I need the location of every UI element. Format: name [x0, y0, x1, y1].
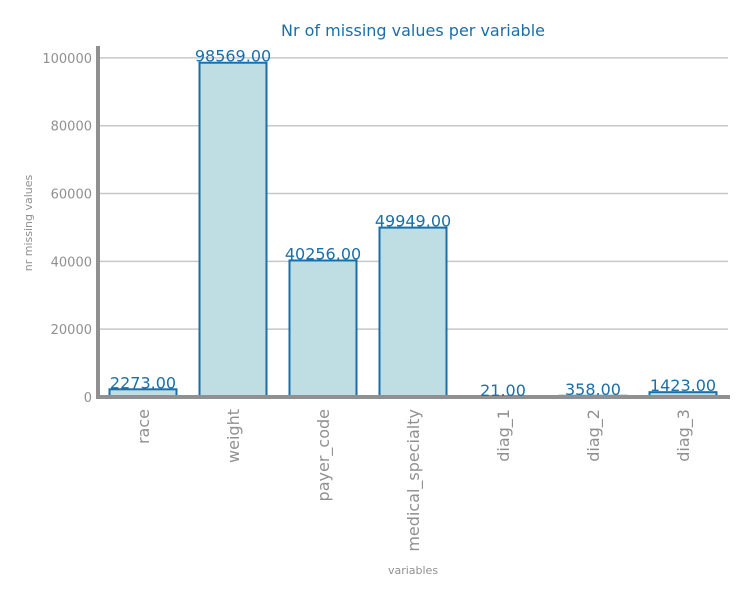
x-tick-label: diag_2	[584, 409, 604, 462]
y-tick-label: 20000	[51, 323, 92, 338]
data-label: 98569.00	[195, 47, 271, 66]
bar	[288, 259, 358, 398]
y-tick-label: 40000	[51, 255, 92, 270]
data-label: 40256.00	[285, 244, 361, 263]
x-tick-label: payer_code	[314, 409, 334, 501]
data-label: 49949.00	[375, 212, 451, 231]
bar	[378, 226, 448, 398]
x-tick-labels: race weight payer_code medical_specialty dia…	[134, 409, 694, 552]
y-tick-label: 100000	[42, 52, 92, 67]
x-tick-label: medical_specialty	[404, 409, 424, 552]
x-tick-label: diag_3	[674, 409, 694, 462]
chart-title: Nr of missing values per variable	[281, 21, 545, 40]
y-tick-label: 80000	[51, 120, 92, 135]
x-tick-label: weight	[224, 409, 243, 463]
data-label: 1423.00	[650, 376, 716, 395]
x-tick-label: diag_1	[494, 409, 514, 462]
axes	[96, 46, 730, 399]
x-axis-label: variables	[388, 564, 438, 577]
data-label: 358.00	[565, 380, 621, 399]
y-tick-label: 60000	[51, 188, 92, 203]
x-tick-label: race	[134, 409, 153, 444]
data-labels: 2273.00 98569.00 40256.00 49949.00 21.00 358.…	[110, 47, 716, 400]
bar	[198, 61, 268, 398]
y-tick-labels: 0 20000 40000 60000 80000 100000	[42, 52, 92, 406]
data-label: 2273.00	[110, 373, 176, 392]
y-axis-label: nr missing values	[22, 174, 35, 271]
y-tick-label: 0	[84, 391, 92, 406]
data-label: 21.00	[480, 381, 526, 400]
